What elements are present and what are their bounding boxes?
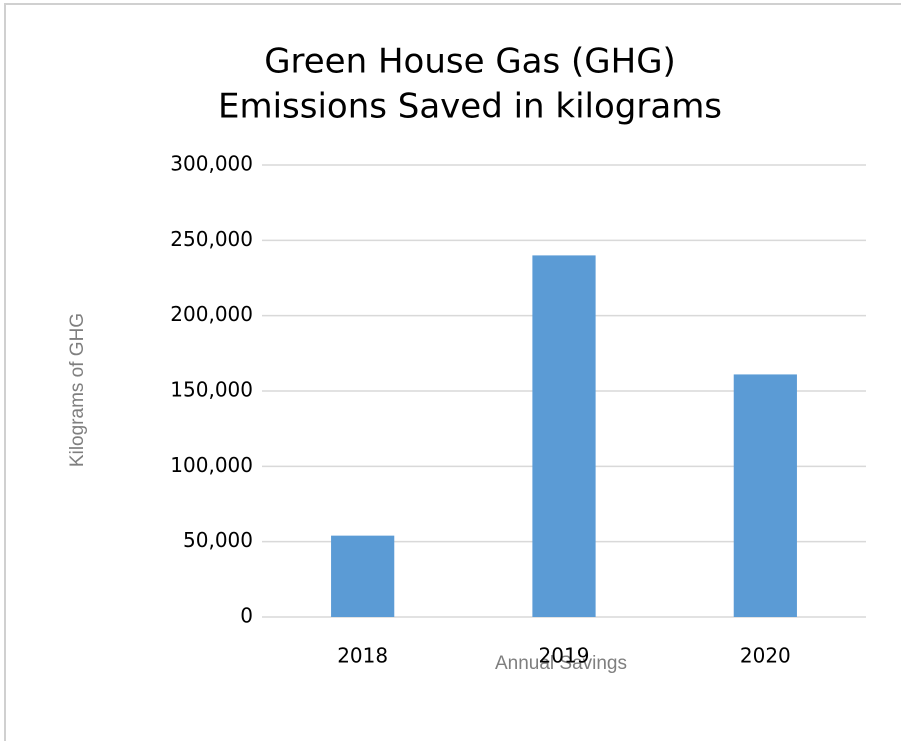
- y-tick-label: 50,000: [183, 528, 253, 552]
- bar: [331, 535, 395, 617]
- y-tick-label: 0: [240, 604, 253, 628]
- bar: [532, 255, 596, 617]
- x-axis-label: Annual Savings: [495, 653, 627, 674]
- x-tick-label: 2020: [740, 644, 791, 668]
- x-tick-label: 2018: [337, 644, 388, 668]
- bar: [733, 374, 797, 617]
- y-tick-label: 300,000: [170, 152, 253, 176]
- y-tick-label: 150,000: [170, 378, 253, 402]
- chart-frame: [4, 3, 901, 741]
- chart-title: Green House Gas (GHG): [264, 42, 676, 82]
- y-tick-label: 200,000: [170, 302, 253, 326]
- y-axis-label: Kilograms of GHG: [67, 313, 88, 467]
- y-tick-label: 100,000: [170, 453, 253, 477]
- x-tick-label: 2019: [539, 644, 590, 668]
- y-tick-label: 250,000: [170, 227, 253, 251]
- chart-title: Emissions Saved in kilograms: [218, 87, 722, 127]
